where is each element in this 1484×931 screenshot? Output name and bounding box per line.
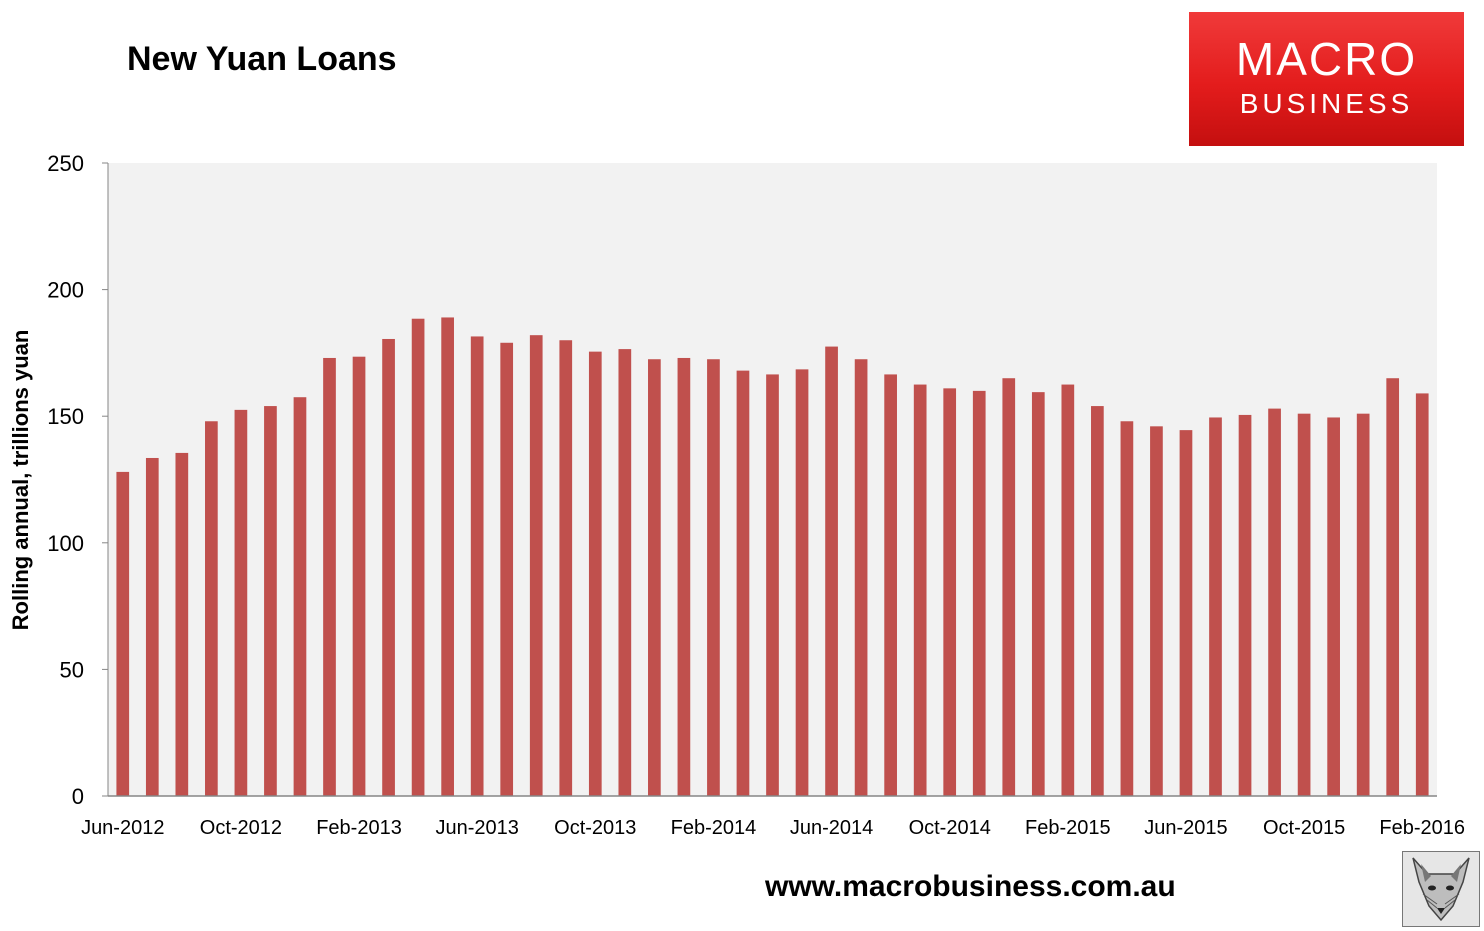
bar-Jan-2015 (1031, 392, 1045, 796)
logo-line-2: BUSINESS (1239, 88, 1414, 119)
x-tick-label: Feb-2014 (671, 817, 757, 839)
bar-Oct-2015 (1297, 413, 1311, 796)
bar-Sep-2014 (913, 384, 927, 796)
bar-Aug-2012 (175, 452, 189, 796)
bar-Feb-2014 (707, 359, 720, 796)
x-tick-label: Feb-2015 (1025, 817, 1111, 839)
x-tick-label: Oct-2012 (200, 817, 282, 839)
y-tick-label: 150 (47, 404, 84, 429)
bar-Sep-2013 (559, 340, 573, 796)
bar-Feb-2016 (1415, 393, 1429, 796)
bar-Jul-2013 (500, 342, 514, 796)
logo-line-1: MACRO (1235, 33, 1418, 85)
bar-Mar-2015 (1091, 406, 1104, 796)
bar-Mar-2014 (736, 370, 750, 796)
fox-icon (1403, 852, 1479, 926)
bar-May-2014 (795, 369, 809, 796)
bar-Apr-2015 (1120, 421, 1134, 796)
bar-Jun-2012 (116, 471, 130, 796)
bar-May-2013 (441, 317, 454, 796)
bar-Oct-2013 (588, 351, 602, 796)
x-tick-label: Jun-2015 (1144, 817, 1227, 839)
chart-title: New Yuan Loans (127, 40, 397, 78)
x-tick-label: Oct-2013 (554, 817, 636, 839)
bar-Aug-2015 (1238, 414, 1252, 796)
bar-Jun-2013 (470, 336, 484, 796)
bar-Feb-2015 (1061, 384, 1075, 796)
bar-Jan-2014 (677, 357, 691, 796)
bar-Jul-2012 (145, 457, 159, 796)
bar-Sep-2012 (205, 421, 218, 796)
y-tick-label: 200 (47, 278, 84, 303)
bar-Nov-2014 (972, 390, 986, 796)
y-tick-label: 0 (72, 784, 84, 809)
footer-website-link[interactable]: www.macrobusiness.com.au (765, 870, 1176, 903)
fox-logo-image (1402, 851, 1480, 927)
bar-Aug-2013 (529, 335, 543, 796)
bar-Nov-2012 (264, 406, 277, 796)
bar-Apr-2013 (411, 318, 425, 796)
x-tick-label: Jun-2013 (435, 817, 518, 839)
bar-Jul-2014 (854, 359, 868, 796)
x-tick-label: Jun-2012 (81, 817, 164, 839)
bar-Oct-2012 (234, 409, 248, 796)
bar-Dec-2015 (1356, 413, 1370, 796)
bar-Jun-2014 (825, 346, 838, 796)
x-tick-label: Feb-2013 (316, 817, 402, 839)
bar-Jan-2013 (323, 357, 336, 796)
y-tick-label: 100 (47, 531, 84, 556)
macrobusiness-logo: MACRO BUSINESS (1189, 12, 1464, 146)
x-tick-label: Feb-2016 (1379, 817, 1465, 839)
bar-Sep-2015 (1268, 408, 1281, 796)
x-tick-label: Oct-2014 (909, 817, 991, 839)
bar-Nov-2013 (618, 349, 632, 796)
bar-Dec-2014 (1002, 378, 1016, 796)
bar-Dec-2013 (648, 359, 661, 796)
bar-Dec-2012 (293, 397, 307, 796)
bar-Feb-2013 (352, 356, 366, 796)
bar-Jul-2015 (1209, 417, 1222, 796)
y-tick-label: 250 (47, 151, 84, 176)
bar-series (116, 317, 1429, 796)
bar-Aug-2014 (884, 374, 897, 796)
bar-Nov-2015 (1327, 417, 1340, 796)
x-tick-label: Jun-2014 (790, 817, 873, 839)
x-tick-label: Oct-2015 (1263, 817, 1345, 839)
y-axis-ticks: 0 50 100 150 200 250 (47, 151, 108, 809)
bar-May-2015 (1150, 426, 1163, 796)
bar-Jan-2016 (1386, 378, 1400, 796)
bar-Oct-2014 (943, 388, 957, 796)
bar-Mar-2013 (382, 338, 395, 796)
bar-Jun-2015 (1179, 430, 1193, 796)
y-tick-label: 50 (60, 657, 84, 682)
x-axis-ticks: Jun-2012 Oct-2012 Feb-2013 Jun-2013 Oct-2013… (81, 817, 1465, 839)
bar-Apr-2014 (766, 374, 779, 796)
